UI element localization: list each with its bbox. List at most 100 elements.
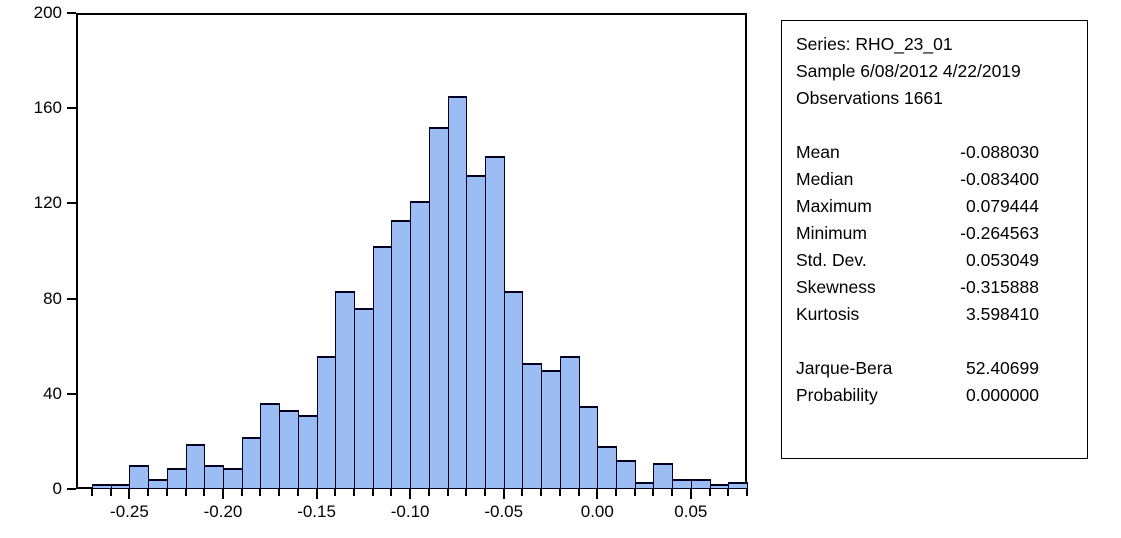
x-axis-tick	[633, 489, 636, 496]
y-axis-tick-label: 200	[33, 3, 62, 22]
x-axis-major-tick	[596, 489, 599, 499]
y-axis-tick-label: 0	[52, 479, 62, 498]
stat-value: -0.315888	[960, 277, 1039, 297]
stat-label: Jarque-Bera	[796, 358, 893, 378]
x-axis-tick-label: -0.10	[390, 502, 430, 521]
x-axis-major-tick	[409, 489, 412, 499]
y-axis-tick-label: 160	[33, 98, 62, 118]
x-axis-tick	[446, 489, 449, 496]
x-axis-tick	[147, 489, 150, 496]
histogram-bar	[466, 174, 486, 489]
x-axis-tick	[652, 489, 655, 496]
histogram-bar	[185, 443, 206, 489]
x-axis-tick	[727, 489, 730, 496]
histogram-bar	[335, 291, 355, 489]
histogram-bar	[166, 467, 187, 489]
x-axis-tick	[558, 489, 561, 496]
x-axis-tick	[390, 489, 393, 496]
x-axis-tick	[259, 489, 262, 496]
histogram-bar	[428, 127, 449, 489]
y-axis-tick-label: 40	[43, 383, 62, 403]
x-axis-tick	[746, 489, 748, 496]
x-axis-major-tick	[128, 489, 131, 499]
x-axis-tick-label: 0.05	[674, 502, 708, 521]
stat-value: -0.264563	[960, 223, 1039, 243]
x-axis-tick-label: -0.15	[297, 502, 336, 521]
x-axis-tick	[427, 489, 430, 496]
series-name: Series: RHO_23_01	[796, 34, 953, 54]
y-axis-tick	[67, 202, 76, 205]
x-axis-tick-label: -0.25	[110, 502, 149, 521]
stat-row-jarque-bera: Jarque-Bera 52.40699	[796, 355, 1087, 382]
stat-label: Maximum	[796, 196, 872, 216]
histogram-bar	[597, 446, 617, 489]
x-axis-major-tick	[222, 489, 224, 499]
stat-label: Median	[796, 169, 854, 189]
stat-value: 0.000000	[966, 385, 1039, 405]
histogram-bar	[728, 481, 748, 489]
histogram-bar	[279, 410, 299, 489]
y-axis-tick-label: 120	[33, 193, 62, 213]
sample-range: Sample 6/08/2012 4/22/2019	[796, 61, 1021, 81]
histogram-bar	[447, 96, 468, 489]
y-axis-tick	[67, 488, 76, 490]
stats-spacer	[796, 112, 1087, 139]
x-axis-tick	[109, 489, 112, 496]
x-axis-tick	[484, 489, 486, 496]
x-axis-tick-label: -0.05	[484, 502, 524, 521]
histogram-bar	[129, 465, 150, 489]
histogram-bar	[578, 405, 599, 489]
histogram-bar	[354, 308, 374, 489]
x-axis-major-tick	[315, 489, 318, 499]
stat-row-maximum: Maximum 0.079444	[796, 193, 1087, 220]
histogram-bar	[316, 355, 337, 489]
observations-count: Observations 1661	[796, 88, 943, 108]
stat-value: -0.083400	[960, 169, 1039, 189]
x-axis-tick	[334, 489, 337, 496]
x-axis-tick	[203, 489, 206, 496]
y-axis-tick-label: 80	[43, 288, 62, 308]
stat-row-minimum: Minimum -0.264563	[796, 220, 1087, 247]
x-axis-tick	[465, 489, 468, 496]
histogram-bar	[485, 155, 505, 489]
histogram-bar	[241, 436, 262, 489]
stat-row-std-dev: Std. Dev. 0.053049	[796, 247, 1087, 274]
x-axis-tick	[165, 489, 168, 496]
stats-spacer	[796, 328, 1087, 355]
x-axis-tick-label: 0.00	[580, 502, 614, 521]
histogram-bar	[653, 462, 674, 489]
x-axis-tick	[708, 489, 711, 496]
histogram-bar	[522, 362, 543, 489]
y-axis-tick	[67, 12, 76, 14]
stat-label: Minimum	[796, 223, 867, 243]
histogram-bar	[204, 465, 224, 489]
x-axis-major-tick	[502, 489, 505, 499]
x-axis-tick	[278, 489, 281, 496]
histogram-bar	[391, 220, 412, 489]
statistics-box: Series: RHO_23_01 Sample 6/08/2012 4/22/…	[781, 20, 1088, 459]
stats-rows-main: Mean -0.088030 Median -0.083400 Maximum 0.079…	[796, 139, 1087, 328]
histogram-bar	[690, 479, 711, 489]
histogram-bar	[634, 481, 655, 489]
x-axis-tick	[615, 489, 617, 496]
stat-value: 52.40699	[966, 358, 1039, 378]
stats-rows-jarque-bera: Jarque-Bera 52.40699 Probability 0.000000	[796, 355, 1087, 409]
stat-label: Kurtosis	[796, 304, 860, 324]
x-axis-tick-label: -0.20	[203, 502, 243, 521]
x-axis-tick	[184, 489, 187, 496]
histogram-bar	[260, 403, 281, 489]
stat-row-skewness: Skewness -0.315888	[796, 274, 1087, 301]
x-axis-tick	[240, 489, 243, 496]
x-axis-tick	[296, 489, 299, 496]
y-axis-tick	[67, 297, 76, 300]
histogram-bar	[672, 479, 692, 489]
stat-value: 0.079444	[966, 196, 1039, 216]
histogram-bar	[503, 291, 524, 489]
stat-row-median: Median -0.083400	[796, 166, 1087, 193]
histogram-bar	[372, 246, 393, 489]
x-axis-tick	[91, 489, 93, 496]
histogram-bar	[616, 460, 636, 489]
x-axis-tick	[540, 489, 543, 496]
x-axis-tick	[521, 489, 524, 496]
stat-value: 0.053049	[966, 250, 1039, 270]
